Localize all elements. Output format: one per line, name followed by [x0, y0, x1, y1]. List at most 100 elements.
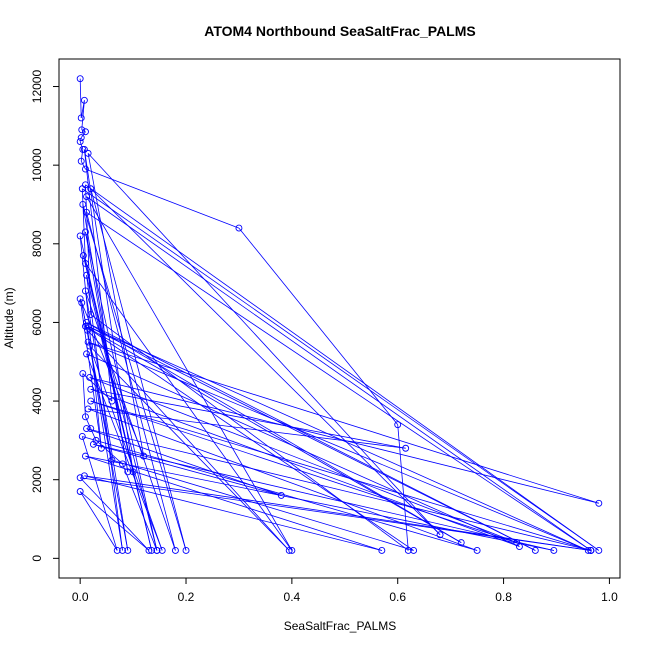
data-point [436, 531, 444, 539]
series-segment [79, 491, 150, 551]
data-point [80, 96, 88, 104]
data-point [145, 547, 153, 554]
data-point [108, 456, 116, 464]
series-segment [82, 204, 187, 551]
data-point [153, 547, 161, 554]
y-axis: 0 2000 4000 6000 8000 10000 12000 [30, 70, 59, 562]
series-segment [80, 161, 86, 170]
data-point [83, 350, 90, 358]
series-segment [86, 196, 293, 551]
data-point [288, 547, 296, 554]
data-point [113, 547, 121, 554]
series-segment [85, 455, 382, 551]
series-segment [90, 400, 592, 551]
series-segment [86, 275, 123, 551]
series-segment [90, 400, 517, 543]
data-point [277, 491, 285, 499]
data-point [584, 547, 592, 554]
data-point [82, 287, 89, 295]
series-segment [397, 424, 409, 551]
data-point [79, 370, 87, 377]
data-point [82, 165, 89, 173]
series-segment [86, 212, 592, 551]
series-lines [79, 78, 600, 551]
series-segment [89, 345, 290, 551]
series-segment [87, 341, 599, 504]
series-segment [90, 188, 441, 536]
data-point [79, 201, 87, 208]
series-segment [90, 428, 97, 441]
data-point [82, 260, 89, 267]
data-point [394, 421, 402, 429]
chart-title: ATOM4 Northbound SeaSaltFrac_PALMS [204, 23, 475, 39]
data-point [76, 75, 84, 83]
series-segment [82, 188, 600, 551]
data-point [285, 547, 293, 554]
data-point [77, 157, 85, 165]
data-point [158, 547, 166, 554]
y-tick-label: 12000 [30, 70, 44, 104]
y-axis-label: Altitude (m) [2, 287, 16, 348]
data-point [92, 436, 100, 444]
data-point [76, 295, 84, 303]
data-point [595, 547, 603, 554]
data-point [76, 474, 84, 482]
y-tick-label: 6000 [30, 309, 44, 336]
series-segment [79, 78, 82, 118]
series-segment [81, 100, 85, 130]
series-segment [87, 330, 290, 551]
data-point [595, 499, 603, 507]
y-tick-label: 2000 [30, 466, 44, 493]
data-point [473, 547, 481, 554]
series-segment [90, 388, 520, 547]
data-point [84, 326, 92, 334]
data-point [83, 271, 90, 279]
data-point [78, 299, 86, 307]
x-tick-label: 0.2 [178, 590, 195, 604]
data-point [378, 547, 386, 554]
data-point [83, 318, 90, 326]
series-segment [85, 326, 462, 543]
data-point [82, 128, 89, 136]
data-point [82, 413, 89, 421]
data-point [86, 374, 94, 381]
x-tick-label: 0.0 [72, 590, 89, 604]
series-segment [85, 184, 600, 551]
y-tick-label: 4000 [30, 387, 44, 414]
data-point [119, 460, 126, 468]
data-point [80, 472, 88, 480]
series-segment [80, 477, 591, 551]
data-point [79, 252, 87, 260]
x-tick-label: 0.6 [389, 590, 406, 604]
data-point [87, 385, 95, 393]
data-point [82, 322, 89, 330]
series-segment [87, 408, 478, 551]
x-axis: 0.0 0.2 0.4 0.6 0.8 1.0 [72, 578, 618, 604]
y-tick-label: 0 [30, 555, 44, 562]
data-point [531, 547, 539, 554]
series-segment [87, 326, 536, 551]
data-point [515, 543, 523, 550]
data-point [83, 425, 90, 433]
y-tick-label: 10000 [30, 148, 44, 182]
data-point [404, 547, 412, 554]
data-point [84, 149, 92, 157]
series-segment [84, 149, 134, 472]
series-segment [111, 459, 414, 551]
data-point [171, 547, 179, 554]
series-segment [85, 184, 92, 315]
data-point [76, 232, 84, 240]
data-point [457, 539, 465, 547]
x-tick-label: 1.0 [601, 590, 618, 604]
data-point [148, 547, 156, 554]
x-axis-label: SeaSaltFrac_PALMS [284, 619, 397, 633]
data-point [77, 134, 85, 142]
data-point [124, 547, 132, 554]
data-point [87, 425, 95, 433]
data-point [87, 185, 95, 193]
data-point [87, 311, 95, 319]
data-point [119, 547, 126, 554]
series-segment [122, 463, 158, 551]
data-point [140, 452, 148, 460]
